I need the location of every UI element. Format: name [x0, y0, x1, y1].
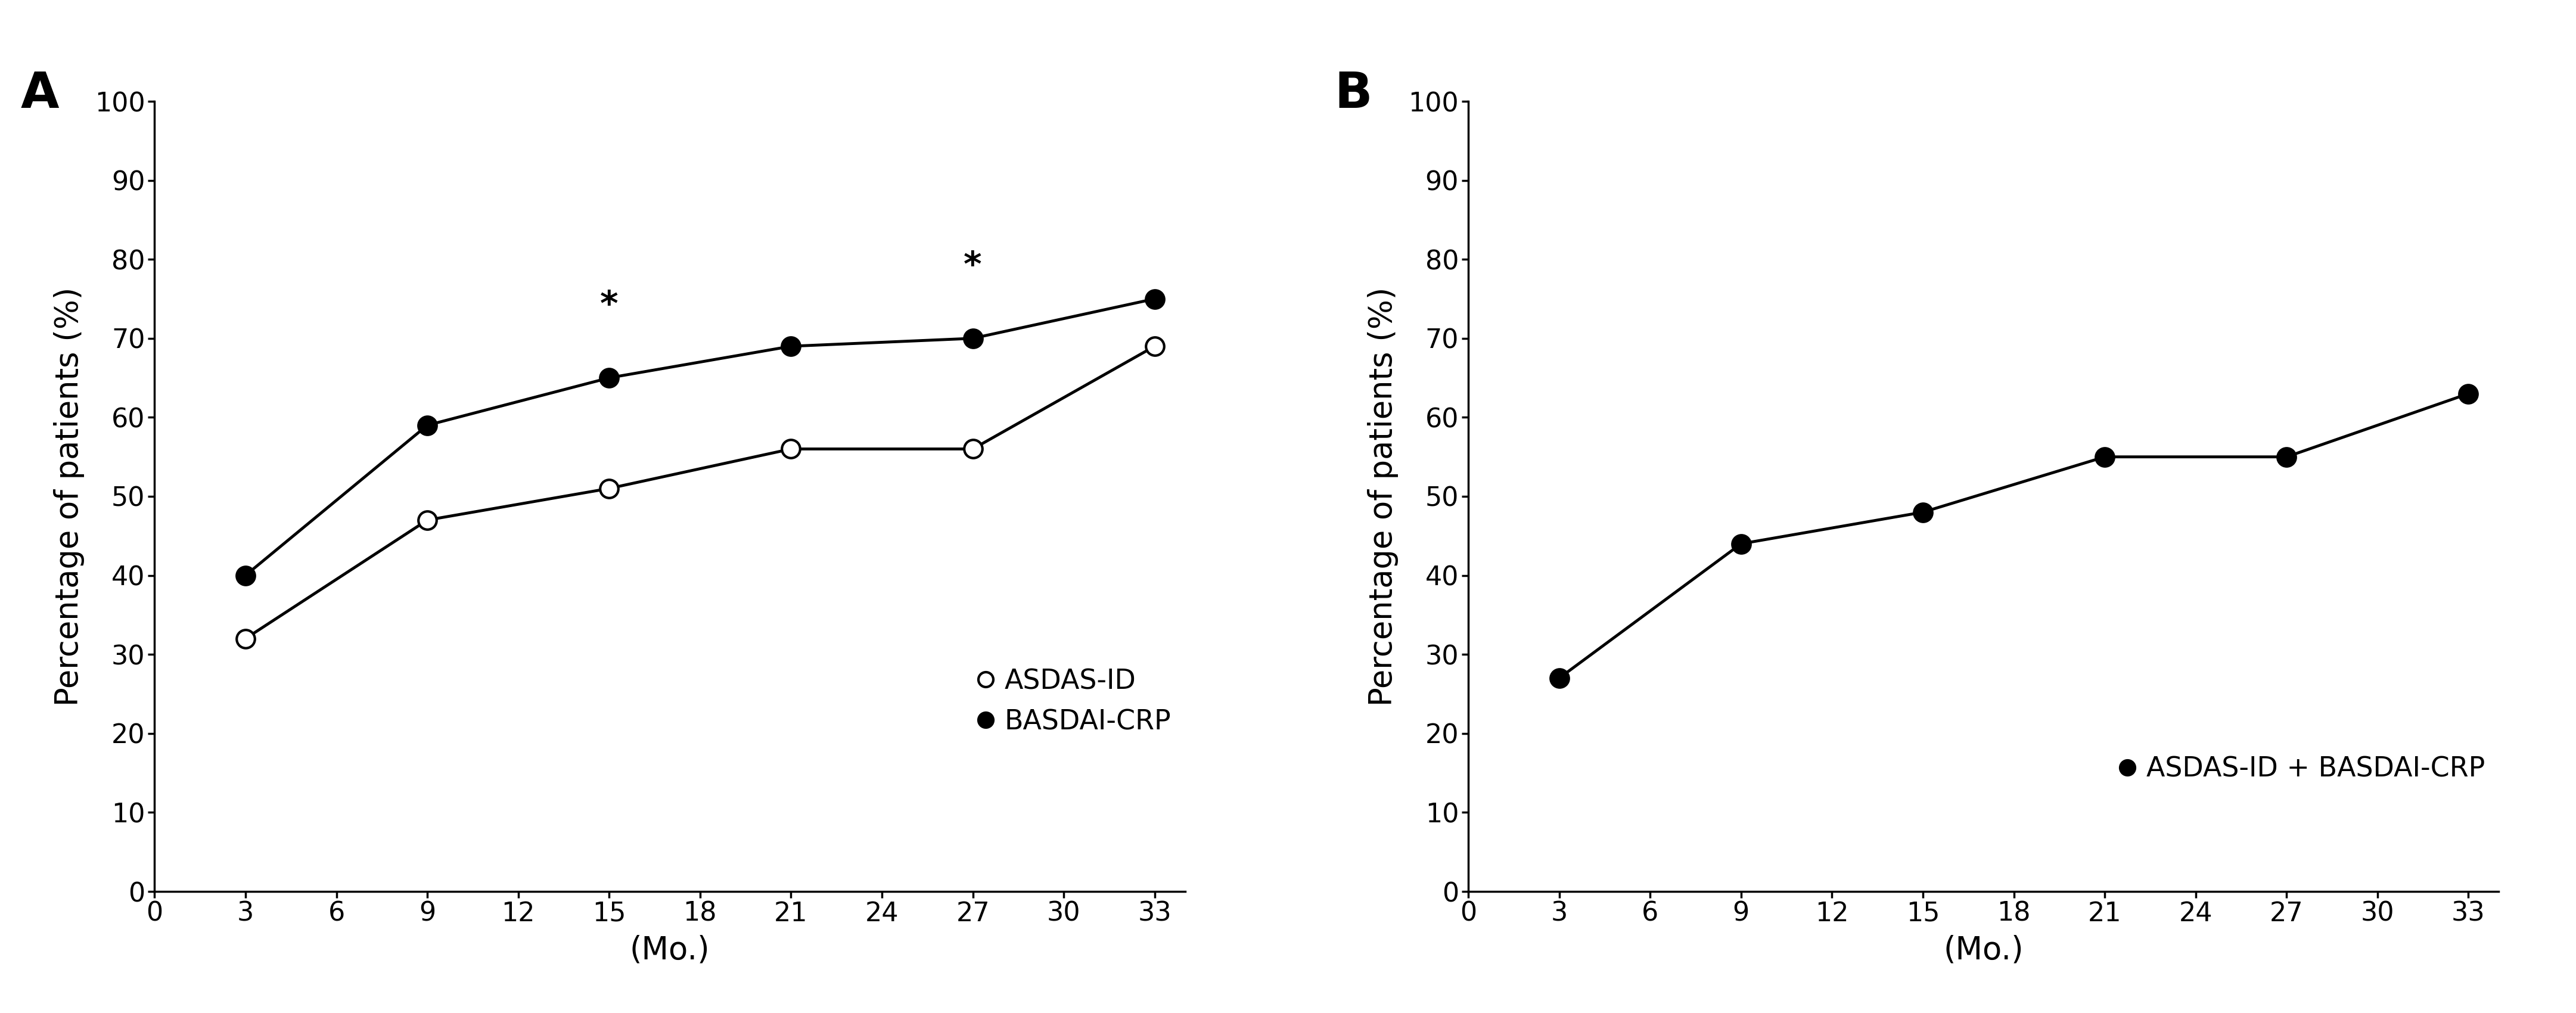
X-axis label: (Mo.): (Mo.) — [629, 935, 711, 965]
Text: B: B — [1334, 70, 1373, 118]
Legend: ASDAS-ID + BASDAI-CRP: ASDAS-ID + BASDAI-CRP — [2117, 756, 2486, 783]
Text: A: A — [21, 70, 59, 118]
X-axis label: (Mo.): (Mo.) — [1942, 935, 2025, 965]
Y-axis label: Percentage of patients (%): Percentage of patients (%) — [54, 287, 85, 706]
Text: *: * — [963, 249, 981, 283]
Y-axis label: Percentage of patients (%): Percentage of patients (%) — [1368, 287, 1399, 706]
Text: *: * — [600, 289, 618, 322]
Legend: ASDAS-ID, BASDAI-CRP: ASDAS-ID, BASDAI-CRP — [974, 669, 1172, 735]
